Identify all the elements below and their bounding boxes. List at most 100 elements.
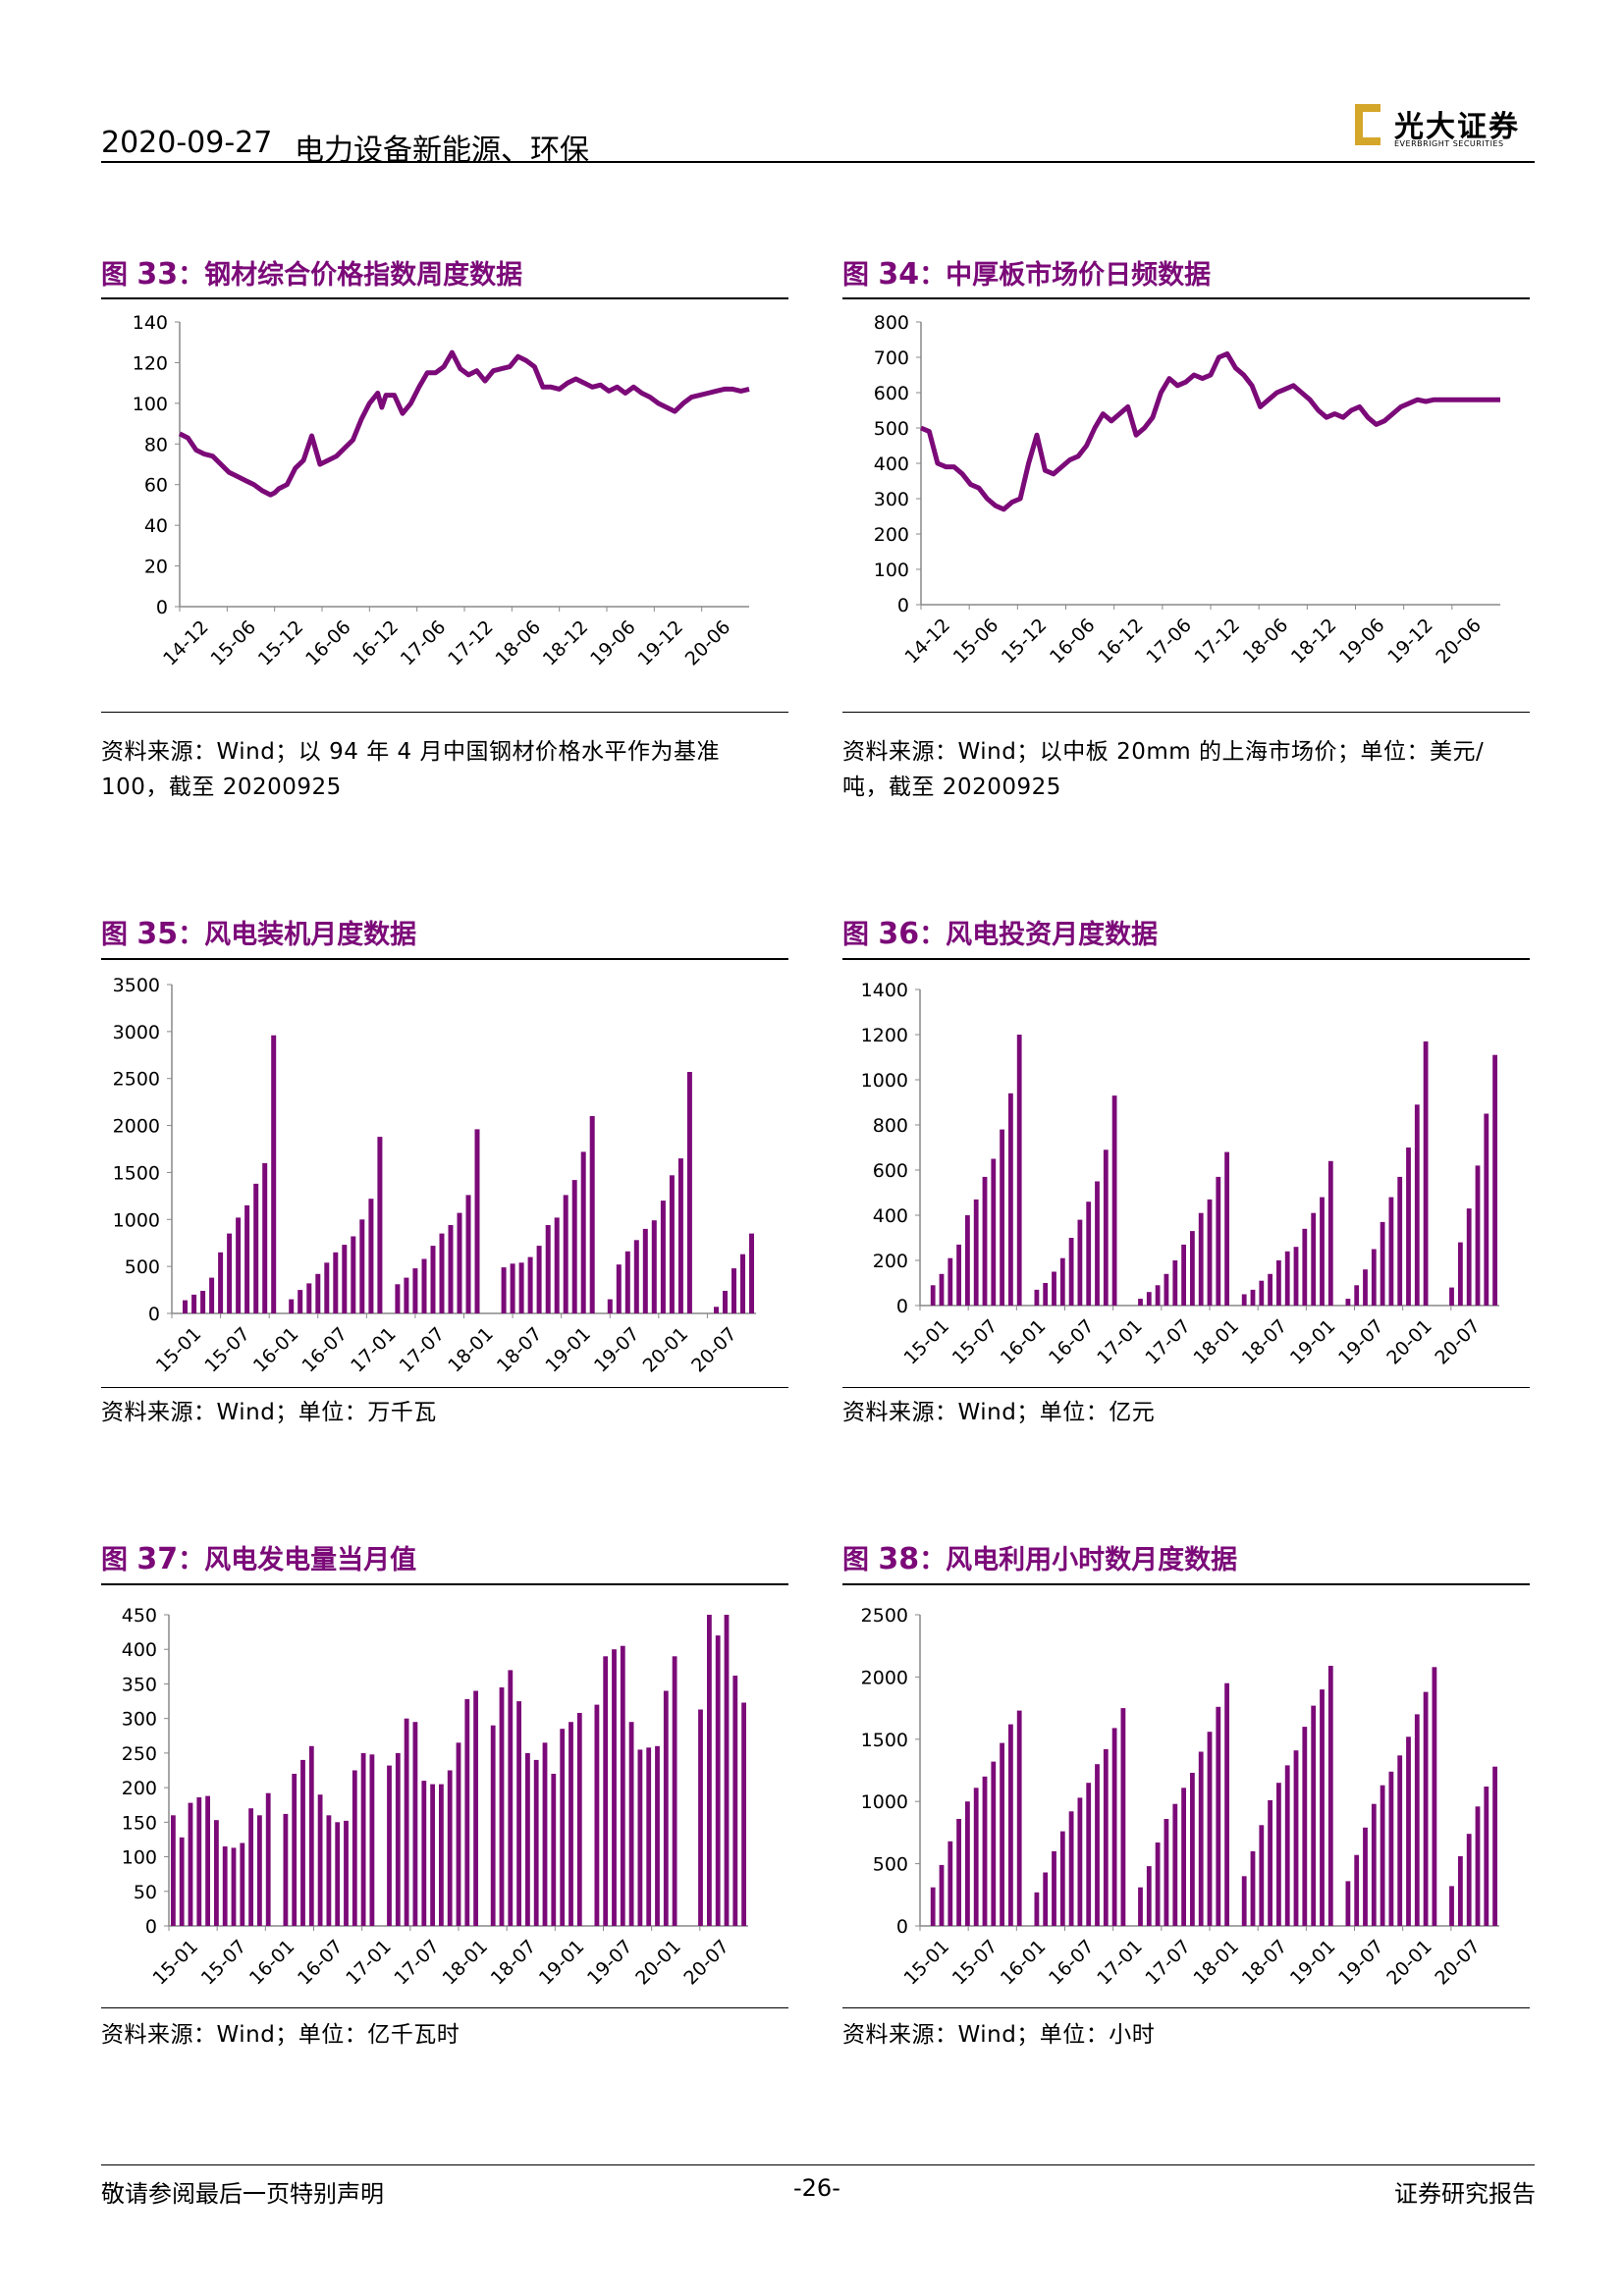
bar bbox=[1484, 1113, 1489, 1306]
fig38-chart: 0 500 1000 1500 2000 2500 15-0115-0716-0116-07… bbox=[861, 1605, 1499, 1990]
bar bbox=[1327, 1160, 1333, 1306]
bar bbox=[669, 1175, 675, 1313]
bar bbox=[333, 1252, 339, 1313]
bar bbox=[1059, 1257, 1065, 1306]
y-tick-label: 0 bbox=[896, 1916, 908, 1938]
x-tick-label: 16-07 bbox=[298, 1323, 352, 1377]
series-line bbox=[920, 350, 1500, 512]
y-tick-label: 40 bbox=[144, 515, 168, 537]
fig37-source: 资料来源：Wind；单位：亿千瓦时 bbox=[101, 2022, 460, 2048]
bar bbox=[1380, 1221, 1385, 1306]
figure-label: 图 bbox=[101, 260, 128, 291]
y-tick-label: 600 bbox=[874, 383, 909, 404]
bar bbox=[324, 1262, 330, 1313]
fig34-bottom-rule bbox=[842, 712, 1530, 713]
x-tick-label: 17-06 bbox=[397, 616, 451, 670]
bar bbox=[1432, 1667, 1437, 1926]
bar bbox=[612, 1649, 617, 1926]
bar bbox=[1380, 1785, 1385, 1926]
bar bbox=[1120, 1708, 1126, 1926]
bar bbox=[227, 1233, 233, 1313]
bar bbox=[1086, 1201, 1092, 1306]
bar bbox=[646, 1747, 652, 1926]
y-tick-label: 20 bbox=[144, 557, 168, 578]
y-tick-label: 500 bbox=[873, 1854, 908, 1876]
y-tick-label: 350 bbox=[122, 1674, 157, 1695]
x-tick-label: 20-06 bbox=[1432, 614, 1486, 668]
bar bbox=[707, 1615, 712, 1926]
bar bbox=[326, 1815, 332, 1926]
y-tick-label: 0 bbox=[896, 1296, 908, 1317]
fig38-source: 资料来源：Wind；单位：小时 bbox=[842, 2022, 1156, 2048]
bar bbox=[1363, 1827, 1368, 1926]
bar bbox=[222, 1846, 228, 1926]
figure-caption: ：钢材综合价格指数周度数据 bbox=[178, 260, 523, 291]
bar bbox=[404, 1277, 409, 1313]
logo-text-en: EVERBRIGHT SECURITIES bbox=[1394, 139, 1504, 148]
bar bbox=[603, 1656, 609, 1926]
bar bbox=[965, 1215, 970, 1306]
bar bbox=[1423, 1041, 1429, 1306]
x-tick-label: 14-12 bbox=[901, 614, 955, 668]
x-tick-label: 20-07 bbox=[679, 1936, 733, 1990]
y-tick-label: 2500 bbox=[861, 1605, 908, 1627]
bar bbox=[1302, 1228, 1308, 1306]
bar bbox=[1086, 1783, 1092, 1926]
bar bbox=[563, 1195, 568, 1313]
bar bbox=[244, 1204, 250, 1313]
bar bbox=[1259, 1825, 1265, 1926]
y-tick-label: 800 bbox=[873, 1115, 908, 1137]
page-number: -26- bbox=[793, 2174, 840, 2202]
bar bbox=[982, 1176, 988, 1306]
bar bbox=[1320, 1197, 1325, 1306]
fig33-source: 资料来源：Wind；以 94 年 4 月中国钢材价格水平作为基准 100，截至 … bbox=[101, 739, 720, 800]
y-tick-label: 500 bbox=[874, 418, 909, 440]
bar bbox=[686, 1072, 692, 1313]
x-tick-label: 17-07 bbox=[396, 1323, 450, 1377]
bar bbox=[1466, 1208, 1472, 1306]
x-tick-label: 20-06 bbox=[681, 616, 735, 670]
bar bbox=[1138, 1887, 1143, 1926]
x-tick-label: 14-12 bbox=[159, 616, 213, 670]
bar bbox=[214, 1820, 219, 1926]
bar bbox=[1043, 1283, 1049, 1306]
bar bbox=[1284, 1765, 1290, 1926]
x-tick-label: 15-01 bbox=[900, 1936, 954, 1990]
x-tick-label: 19-01 bbox=[1286, 1315, 1340, 1369]
bar bbox=[516, 1701, 521, 1926]
bar bbox=[1043, 1872, 1049, 1926]
bar bbox=[1345, 1299, 1351, 1306]
bar bbox=[1475, 1165, 1481, 1306]
bar bbox=[196, 1797, 202, 1926]
report-date: 2020-09-27 bbox=[101, 126, 273, 160]
bar bbox=[191, 1294, 197, 1313]
x-tick-label: 20-07 bbox=[1431, 1315, 1485, 1369]
x-tick-label: 18-12 bbox=[539, 616, 593, 670]
figure-number: 35 bbox=[136, 917, 179, 951]
bar bbox=[457, 1212, 462, 1313]
y-tick-label: 140 bbox=[133, 312, 168, 334]
bar bbox=[536, 1246, 542, 1313]
x-tick-label: 16-01 bbox=[245, 1936, 299, 1990]
figure-caption: ：风电发电量当月值 bbox=[178, 1545, 417, 1575]
fig38-title: 图 38：风电利用小时数月度数据 bbox=[842, 1538, 1237, 1576]
bar bbox=[352, 1770, 357, 1926]
bar bbox=[369, 1754, 375, 1926]
bar bbox=[607, 1299, 613, 1313]
bar bbox=[430, 1784, 435, 1926]
y-tick-label: 3000 bbox=[113, 1022, 160, 1043]
figure-number: 38 bbox=[878, 1542, 920, 1576]
bar bbox=[1241, 1294, 1247, 1306]
y-tick-label: 1500 bbox=[113, 1162, 160, 1184]
header-divider bbox=[101, 161, 1535, 163]
bar bbox=[1414, 1104, 1420, 1306]
fig35-title: 图 35：风电装机月度数据 bbox=[101, 913, 416, 951]
company-logo: 光大证券 EVERBRIGHT SECURITIES bbox=[1355, 102, 1532, 151]
bar bbox=[723, 1291, 728, 1313]
footer-report-type: 证券研究报告 bbox=[1394, 2180, 1536, 2208]
fig36-title: 图 36：风电投资月度数据 bbox=[842, 913, 1158, 951]
bar bbox=[439, 1784, 444, 1926]
bar bbox=[183, 1300, 188, 1313]
bar bbox=[965, 1801, 970, 1926]
x-tick-label: 16-06 bbox=[1046, 614, 1100, 668]
